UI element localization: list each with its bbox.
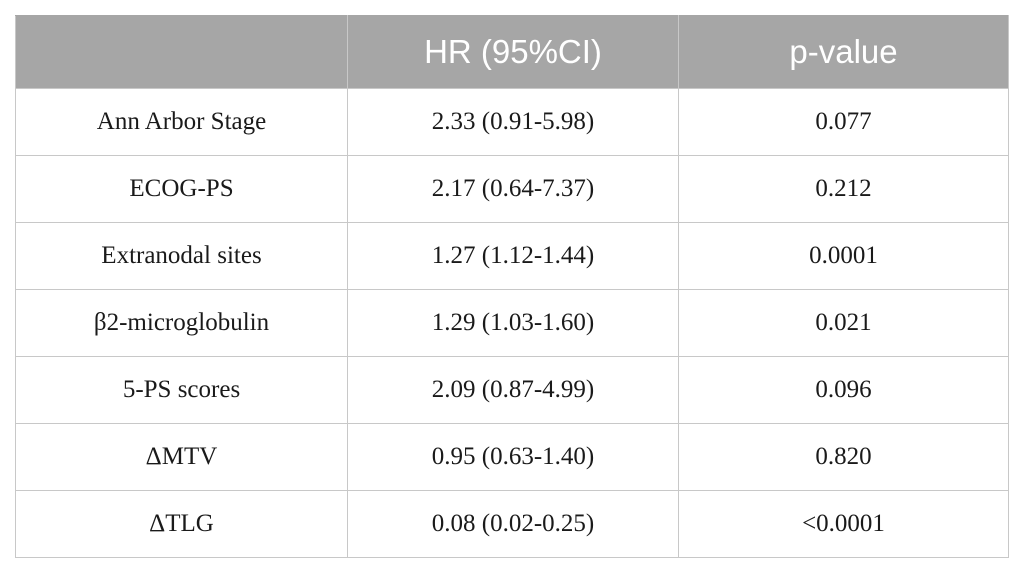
row-hr: 2.17 (0.64-7.37) [347,155,679,223]
row-label: β2-microglobulin [15,289,348,357]
table-row: ΔTLG 0.08 (0.02-0.25) <0.0001 [15,490,1009,558]
row-label: Extranodal sites [15,222,348,290]
hazard-ratio-table-container: HR (95%CI) p-value Ann Arbor Stage 2.33 … [15,15,1009,558]
row-label: ΔMTV [15,423,348,491]
row-hr: 2.33 (0.91-5.98) [347,88,679,156]
table-row: Ann Arbor Stage 2.33 (0.91-5.98) 0.077 [15,88,1009,156]
row-hr: 0.95 (0.63-1.40) [347,423,679,491]
row-hr: 2.09 (0.87-4.99) [347,356,679,424]
table-row: β2-microglobulin 1.29 (1.03-1.60) 0.021 [15,289,1009,357]
row-hr: 0.08 (0.02-0.25) [347,490,679,558]
row-label: 5-PS scores [15,356,348,424]
row-p-value: <0.0001 [678,490,1009,558]
row-p-value: 0.212 [678,155,1009,223]
table-row: ΔMTV 0.95 (0.63-1.40) 0.820 [15,423,1009,491]
row-p-value: 0.021 [678,289,1009,357]
table-row: Extranodal sites 1.27 (1.12-1.44) 0.0001 [15,222,1009,290]
header-hr: HR (95%CI) [347,15,679,89]
row-p-value: 0.077 [678,88,1009,156]
table-body: Ann Arbor Stage 2.33 (0.91-5.98) 0.077 E… [15,88,1009,558]
table-row: 5-PS scores 2.09 (0.87-4.99) 0.096 [15,356,1009,424]
row-label: ΔTLG [15,490,348,558]
hazard-ratio-table: HR (95%CI) p-value Ann Arbor Stage 2.33 … [15,15,1009,558]
header-p-value: p-value [678,15,1009,89]
row-p-value: 0.096 [678,356,1009,424]
table-row: ECOG-PS 2.17 (0.64-7.37) 0.212 [15,155,1009,223]
row-label: Ann Arbor Stage [15,88,348,156]
row-hr: 1.29 (1.03-1.60) [347,289,679,357]
table-header: HR (95%CI) p-value [15,15,1009,89]
row-label: ECOG-PS [15,155,348,223]
row-p-value: 0.820 [678,423,1009,491]
header-variable [15,15,348,89]
row-p-value: 0.0001 [678,222,1009,290]
header-row: HR (95%CI) p-value [15,15,1009,89]
row-hr: 1.27 (1.12-1.44) [347,222,679,290]
